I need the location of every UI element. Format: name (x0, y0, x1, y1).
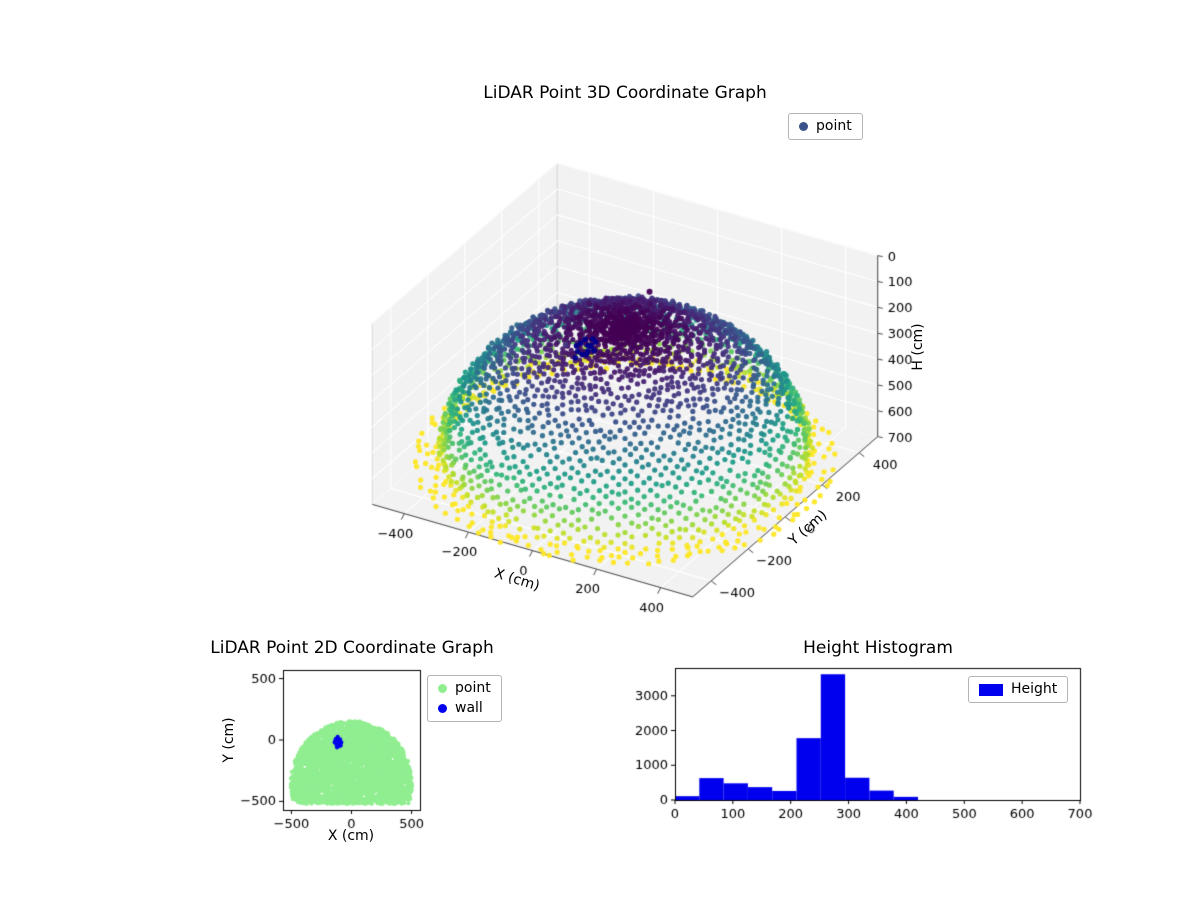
ylabel-2d: Y (cm) (221, 717, 237, 763)
legend-histogram: Height (968, 676, 1069, 703)
legend-3d-point-row: point (799, 117, 852, 136)
legend-2d-wall-row: wall (438, 699, 491, 718)
height-patch-icon (979, 683, 1003, 696)
legend-3d: point (788, 113, 863, 140)
legend-2d-point-row: point (438, 679, 491, 698)
legend-2d-wall-label: wall (455, 700, 483, 716)
wall-marker-icon (438, 704, 447, 713)
legend-2d-point-label: point (455, 680, 491, 696)
point-marker-icon (438, 684, 447, 693)
legend-3d-point-label: point (816, 118, 852, 134)
legend-histogram-height-label: Height (1011, 681, 1058, 697)
title-3d: LiDAR Point 3D Coordinate Graph (483, 83, 767, 103)
legend-histogram-height-row: Height (979, 680, 1057, 699)
title-histogram: Height Histogram (803, 638, 953, 658)
title-2d: LiDAR Point 2D Coordinate Graph (210, 638, 494, 658)
point-marker-icon (799, 122, 808, 131)
legend-2d: point wall (427, 675, 502, 722)
zlabel-3d: H (cm) (910, 323, 926, 371)
xlabel-2d: X (cm) (327, 828, 375, 844)
